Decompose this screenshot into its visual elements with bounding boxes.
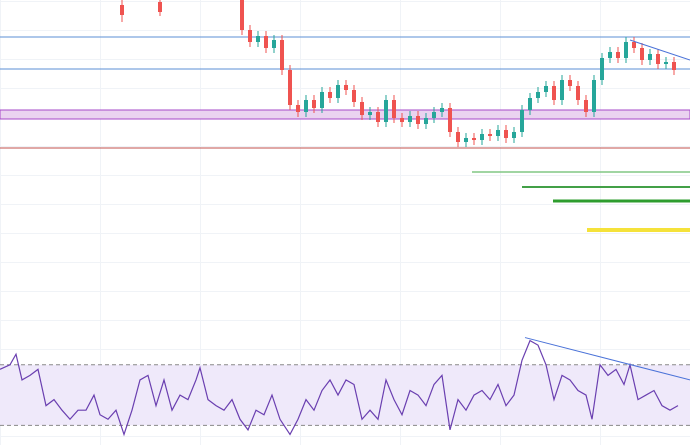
candle-body bbox=[248, 30, 252, 42]
candle-body bbox=[392, 100, 396, 118]
candle-body bbox=[288, 70, 292, 105]
candle-body bbox=[320, 92, 324, 108]
candle-body bbox=[544, 86, 548, 92]
candle-body bbox=[472, 138, 476, 140]
candle-body bbox=[416, 116, 420, 124]
candle-body bbox=[616, 52, 620, 58]
candle-body bbox=[360, 102, 364, 115]
candle-body bbox=[568, 80, 572, 86]
candle-body bbox=[480, 134, 484, 140]
candle-body bbox=[456, 132, 460, 142]
candle-body bbox=[336, 85, 340, 98]
candle-body bbox=[368, 112, 372, 115]
candle-body bbox=[520, 110, 524, 132]
candle-body bbox=[528, 98, 532, 110]
candle-body bbox=[272, 40, 276, 48]
candle-body bbox=[648, 54, 652, 60]
candle-body bbox=[552, 86, 556, 100]
candle-body bbox=[440, 108, 444, 112]
candle-body bbox=[584, 100, 588, 112]
candle-body bbox=[576, 86, 580, 100]
candle-body bbox=[656, 54, 660, 64]
candle-body bbox=[464, 138, 468, 142]
candle-body bbox=[608, 52, 612, 58]
candle-body bbox=[256, 36, 260, 42]
candle-body bbox=[376, 112, 380, 122]
candle-body bbox=[624, 42, 628, 58]
candle-body bbox=[488, 134, 492, 136]
candle-body bbox=[672, 62, 676, 70]
rsi-band bbox=[0, 364, 690, 426]
candle-body bbox=[158, 2, 162, 12]
rsi-line bbox=[0, 339, 679, 437]
candle-body bbox=[448, 108, 452, 132]
candle-body bbox=[384, 100, 388, 122]
candle-body bbox=[328, 92, 332, 98]
candle-body bbox=[592, 80, 596, 112]
candle-body bbox=[408, 116, 412, 122]
candle-body bbox=[632, 42, 636, 48]
trend-line bbox=[524, 337, 690, 381]
candle-body bbox=[512, 132, 516, 138]
candle-body bbox=[304, 100, 308, 112]
candle-body bbox=[312, 100, 316, 108]
candle-body bbox=[640, 48, 644, 60]
candle-body bbox=[536, 92, 540, 98]
candle-body bbox=[240, 0, 244, 30]
candle-body bbox=[120, 5, 124, 15]
candle-body bbox=[352, 90, 356, 102]
candle-body bbox=[664, 62, 668, 64]
candle-body bbox=[344, 85, 348, 90]
candle-body bbox=[560, 80, 564, 100]
candle-body bbox=[280, 40, 284, 70]
candle-body bbox=[504, 130, 508, 138]
candle-body bbox=[496, 130, 500, 136]
candle-body bbox=[264, 36, 268, 48]
candle-body bbox=[432, 112, 436, 118]
candle-body bbox=[296, 105, 300, 112]
candle-body bbox=[600, 58, 604, 80]
price-band bbox=[0, 109, 690, 120]
trend-line bbox=[629, 39, 690, 61]
candle-body bbox=[400, 118, 404, 122]
candle-body bbox=[424, 118, 428, 124]
